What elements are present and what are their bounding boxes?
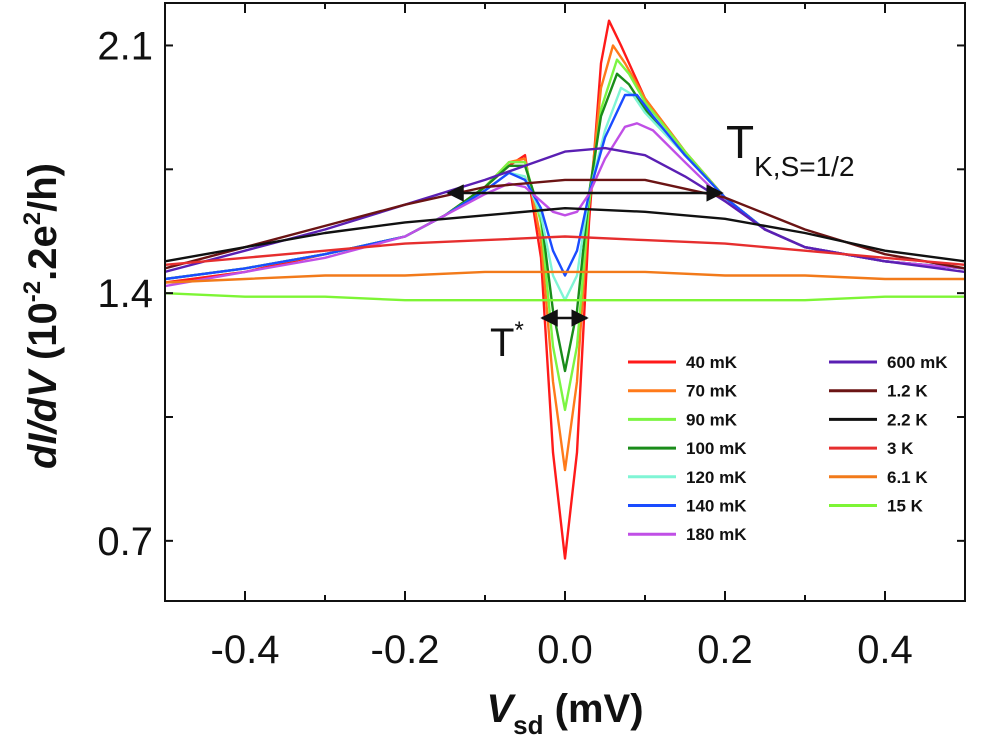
legend-label-7: 600 mK: [887, 353, 948, 372]
legend-label-11: 6.1 K: [887, 468, 928, 487]
tk-annotation-sub: K,S=1/2: [754, 151, 854, 182]
legend-label-3: 100 mK: [686, 439, 747, 458]
tk-annotation: TK,S=1/2: [726, 116, 855, 182]
y-tick-label-1: 1.4: [97, 272, 153, 316]
y-axis-title: dI/dV (10-2.2e2/h): [19, 163, 65, 469]
tstar-annotation-main: T: [490, 321, 514, 365]
x-axis-title-main: V: [486, 687, 516, 731]
x-axis-title-sub: sd: [513, 710, 543, 740]
legend-label-2: 90 mK: [686, 410, 738, 429]
series-line-10: [165, 235, 965, 266]
y-tick-label-2: 2.1: [97, 24, 153, 68]
series-line-11: [165, 270, 965, 284]
x-tick-label-3: 0.2: [697, 628, 753, 672]
plot-frame: [164, 2, 966, 602]
series-line-9: [165, 206, 965, 263]
series-line-12: [165, 292, 965, 302]
y-tick-label-0: 0.7: [97, 520, 153, 564]
y-axis-title-exp: -2: [19, 281, 46, 302]
y-axis-title-unit: (10: [21, 302, 65, 371]
series-line-2: [165, 58, 965, 412]
tk-annotation-main: T: [726, 116, 754, 168]
x-tick-label-0: -0.4: [211, 628, 280, 672]
series-line-7: [165, 146, 965, 274]
y-axis-title-main: dI/dV: [21, 368, 65, 469]
legend-label-6: 180 mK: [686, 525, 747, 544]
y-axis-title-end: /h): [21, 163, 65, 212]
x-axis-title-unit: (mV): [544, 687, 644, 731]
x-tick-label-1: -0.2: [371, 628, 440, 672]
x-tick-label-4: 0.4: [857, 628, 913, 672]
data-series: [165, 19, 965, 560]
legend-label-1: 70 mK: [686, 382, 738, 401]
legend-label-8: 1.2 K: [887, 382, 928, 401]
legend-label-0: 40 mK: [686, 353, 738, 372]
y-axis-title-tail: .2e: [21, 225, 65, 281]
x-axis-title: Vsd (mV): [486, 687, 643, 740]
legend-label-10: 3 K: [887, 439, 914, 458]
legend-label-9: 2.2 K: [887, 410, 928, 429]
legend-label-12: 15 K: [887, 497, 924, 516]
y-axis-title-exp2: 2: [19, 212, 46, 225]
series-line-3: [165, 72, 965, 373]
x-tick-label-2: 0.0: [537, 628, 593, 672]
axis-ticks: -0.4 -0.2 0.0 0.2 0.4 0.7 1.4 2.1: [97, 3, 966, 672]
tstar-annotation-sup: *: [514, 317, 523, 344]
legend: 40 mK 70 mK 90 mK 100 mK 120 mK 140 mK 180 mK 6…: [628, 353, 948, 544]
tstar-annotation: T*: [490, 317, 524, 365]
legend-label-4: 120 mK: [686, 468, 747, 487]
series-line-5: [165, 93, 965, 281]
legend-label-5: 140 mK: [686, 497, 747, 516]
